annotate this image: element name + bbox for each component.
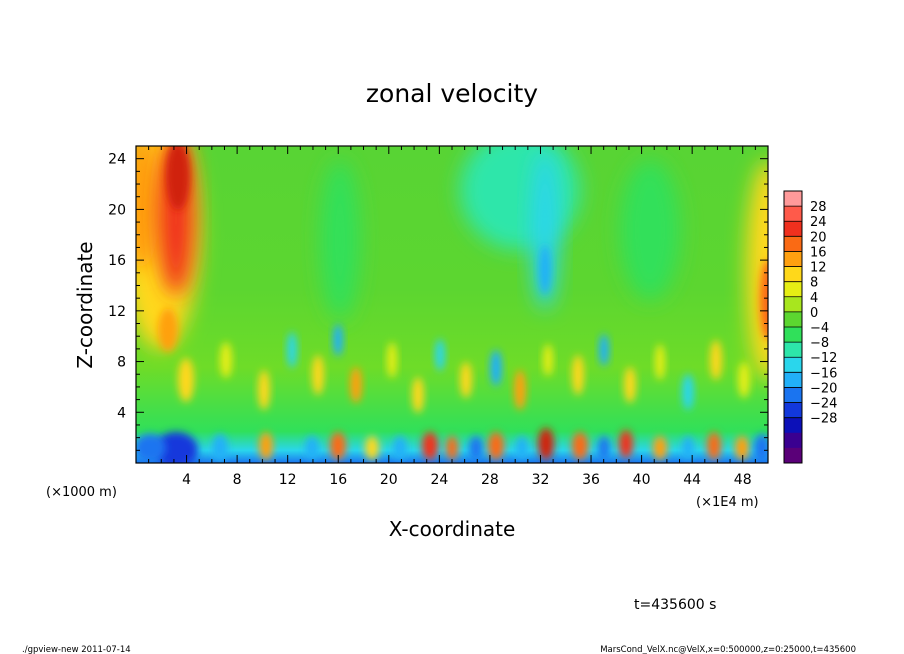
colorbar-swatch bbox=[784, 372, 802, 388]
colorbar-label: 20 bbox=[810, 230, 827, 245]
x-tick-label: 4 bbox=[182, 472, 191, 488]
x-tick-label: 44 bbox=[683, 472, 701, 488]
x-tick-labels: 4 8 12 16 20 24 28 32 36 40 44 48 bbox=[182, 472, 752, 488]
colorbar-swatch bbox=[784, 432, 802, 449]
y-tick-label: 4 bbox=[117, 405, 126, 421]
colorbar-swatch bbox=[784, 251, 802, 268]
colorbar-swatch bbox=[784, 206, 802, 222]
x-tick-label: 32 bbox=[532, 472, 550, 488]
colorbar-label: −8 bbox=[810, 336, 829, 351]
x-tick-label: 24 bbox=[430, 472, 448, 488]
x-axis-label: X-coordinate bbox=[389, 517, 516, 541]
chart-title: zonal velocity bbox=[366, 79, 538, 108]
colorbar-label: 24 bbox=[810, 215, 827, 230]
x-unit-label: (×1E4 m) bbox=[696, 495, 759, 510]
heatmap-field bbox=[136, 146, 768, 463]
colorbar-label: 8 bbox=[810, 276, 818, 291]
y-tick-labels: 4 8 12 16 20 24 bbox=[108, 152, 126, 422]
colorbar-swatch bbox=[784, 221, 802, 237]
x-tick-label: 20 bbox=[380, 472, 398, 488]
colorbar-label: −24 bbox=[810, 397, 837, 412]
y-axis-label: Z-coordinate bbox=[73, 241, 97, 368]
y-unit-label: (×1000 m) bbox=[46, 485, 117, 500]
axis-ticks bbox=[136, 146, 768, 463]
y-tick-label: 16 bbox=[108, 253, 126, 269]
colorbar-swatch bbox=[784, 417, 802, 434]
colorbar-swatch bbox=[784, 311, 802, 328]
colorbar-label: −16 bbox=[810, 366, 837, 381]
x-tick-label: 48 bbox=[734, 472, 752, 488]
y-tick-label: 24 bbox=[108, 152, 126, 168]
colorbar-swatch bbox=[784, 296, 802, 313]
x-tick-label: 16 bbox=[329, 472, 347, 488]
colorbar-label: 12 bbox=[810, 261, 827, 276]
colorbar-swatch bbox=[784, 281, 802, 298]
colorbar-swatch bbox=[784, 191, 802, 207]
colorbar-label: −28 bbox=[810, 412, 837, 427]
footer-left-label: ./gpview-new 2011-07-14 bbox=[22, 645, 131, 654]
x-tick-label: 40 bbox=[633, 472, 651, 488]
colorbar-swatch bbox=[784, 402, 802, 419]
x-tick-label: 36 bbox=[582, 472, 600, 488]
colorbar-label: 4 bbox=[810, 291, 818, 306]
colorbar-label: 0 bbox=[810, 306, 818, 321]
y-tick-label: 8 bbox=[117, 355, 126, 371]
colorbar bbox=[783, 190, 803, 464]
colorbar-label: −12 bbox=[810, 351, 837, 366]
footer-right-label: MarsCond_VelX.nc@VelX,x=0:500000,z=0:250… bbox=[600, 645, 856, 654]
y-tick-label: 12 bbox=[108, 304, 126, 320]
time-label: t=435600 s bbox=[634, 597, 716, 613]
colorbar-swatch bbox=[784, 357, 802, 373]
colorbar-label: 16 bbox=[810, 245, 827, 260]
colorbar-swatch bbox=[784, 387, 802, 404]
y-tick-label: 20 bbox=[108, 202, 126, 218]
colorbar-swatch bbox=[784, 342, 802, 358]
x-tick-label: 28 bbox=[481, 472, 499, 488]
colorbar-label: −4 bbox=[810, 321, 829, 336]
x-tick-label: 12 bbox=[279, 472, 297, 488]
colorbar-swatch bbox=[784, 327, 802, 343]
heatmap-features bbox=[136, 146, 768, 463]
x-tick-label: 8 bbox=[233, 472, 242, 488]
colorbar-label: −20 bbox=[810, 381, 837, 396]
colorbar-swatch bbox=[784, 236, 802, 252]
colorbar-swatch bbox=[784, 266, 802, 283]
colorbar-label: 28 bbox=[810, 200, 827, 215]
colorbar-swatch bbox=[784, 447, 802, 464]
